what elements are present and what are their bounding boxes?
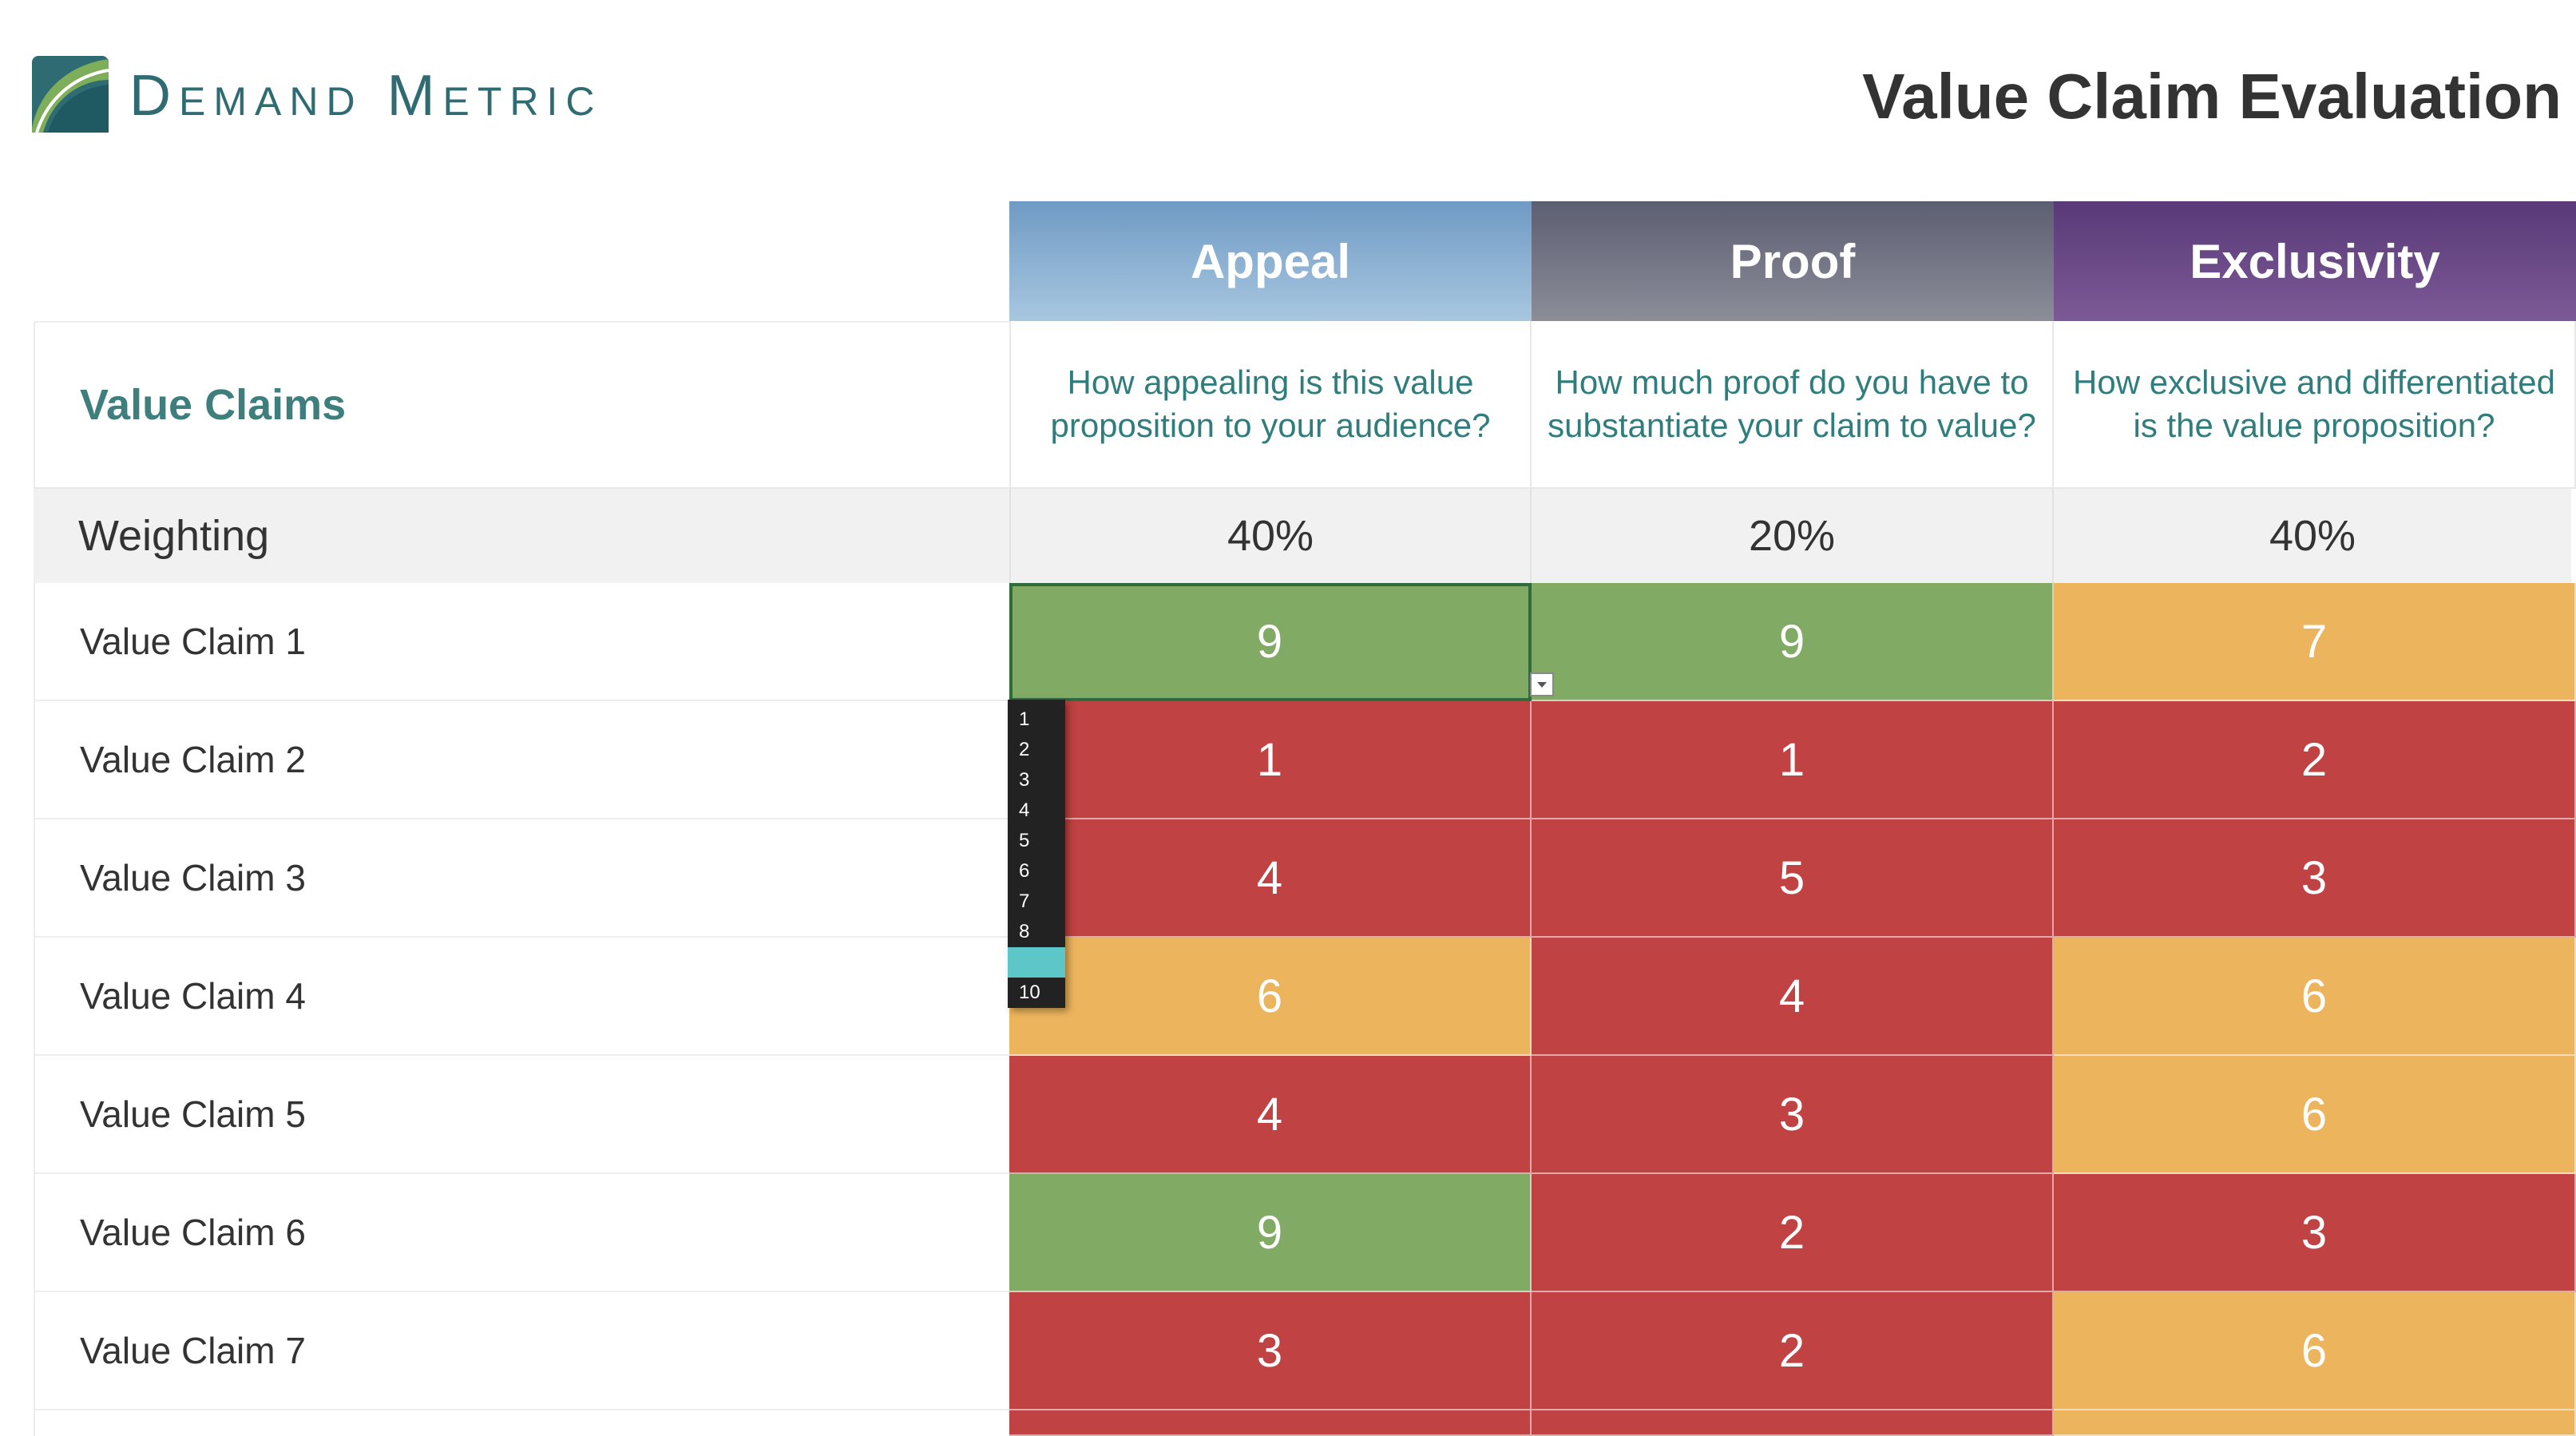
score-cell[interactable]: 3 [1532, 1056, 2054, 1174]
brand-name: Demand Metric [129, 64, 603, 128]
score-cell[interactable] [1532, 1410, 2054, 1436]
score-cell[interactable] [2054, 1410, 2576, 1436]
score-cell[interactable]: 3 [2054, 1174, 2576, 1292]
score-cell[interactable]: 6 [2054, 1292, 2576, 1410]
row-label-2: Value Claim 2 [34, 701, 1009, 819]
score-cell[interactable]: 9 [1009, 1174, 1532, 1292]
dropdown-option[interactable]: 6 [1019, 860, 1030, 882]
demand-metric-logo-icon [32, 56, 109, 133]
dropdown-option[interactable]: 3 [1019, 769, 1030, 791]
header-exclusivity: Exclusivity [2054, 201, 2576, 321]
row-label-8 [34, 1410, 1009, 1436]
dropdown-option[interactable]: 2 [1019, 739, 1030, 760]
row-label-3: Value Claim 3 [34, 819, 1009, 938]
weight-exclusivity[interactable]: 40% [2269, 512, 2356, 560]
header-appeal: Appeal [1009, 201, 1532, 321]
row-label-7: Value Claim 7 [34, 1292, 1009, 1410]
score-cell[interactable]: 4 [1532, 938, 2054, 1056]
score-cell[interactable]: 2 [2054, 701, 2576, 819]
row-label-6: Value Claim 6 [34, 1174, 1009, 1292]
score-cell[interactable]: 2 [1532, 1292, 2054, 1410]
dropdown-option[interactable]: 8 [1019, 921, 1030, 942]
page-title: Value Claim Evaluation [1862, 61, 2562, 132]
score-cell[interactable] [1009, 1410, 1532, 1436]
score-cell[interactable]: 3 [2054, 819, 2576, 938]
score-cell[interactable]: 4 [1009, 819, 1532, 938]
weighting-row [34, 489, 2571, 583]
exclusivity-question: How exclusive and differentiated is the … [2054, 321, 2576, 489]
weighting-label: Weighting [78, 512, 270, 560]
dropdown-option[interactable]: 4 [1019, 799, 1030, 821]
dropdown-toggle-button[interactable] [1530, 672, 1554, 696]
weight-proof[interactable]: 20% [1532, 489, 2054, 583]
score-cell[interactable]: 1 [1532, 701, 2054, 819]
value-claims-title: Value Claims [34, 321, 1009, 489]
weight-appeal[interactable]: 40% [1009, 489, 1532, 583]
score-cell[interactable]: 7 [2054, 583, 2576, 701]
dropdown-option-highlighted[interactable]: 9 [1008, 947, 1065, 978]
dropdown-option[interactable]: 10 [1019, 982, 1040, 1003]
row-label-1: Value Claim 1 [34, 583, 1009, 701]
score-cell[interactable]: 5 [1532, 819, 2054, 938]
score-cell[interactable]: 9 [1532, 583, 2054, 701]
header-proof: Proof [1532, 201, 2054, 321]
row-label-5: Value Claim 5 [34, 1056, 1009, 1174]
dropdown-option[interactable]: 7 [1019, 891, 1030, 912]
score-cell[interactable]: 6 [2054, 1056, 2576, 1174]
score-cell[interactable]: 1 [1009, 701, 1532, 819]
dropdown-option[interactable]: 1 [1019, 708, 1030, 730]
score-dropdown-list: 1 2 3 4 5 6 7 8 9 10 [1008, 700, 1065, 1008]
score-cell[interactable]: 6 [2054, 938, 2576, 1056]
score-cell[interactable]: 9 [1009, 583, 1532, 701]
proof-question: How much proof do you have to substantia… [1532, 321, 2054, 489]
score-cell[interactable]: 2 [1532, 1174, 2054, 1292]
appeal-question: How appealing is this value proposition … [1009, 321, 1532, 489]
score-cell[interactable]: 4 [1009, 1056, 1532, 1174]
score-cell[interactable]: 3 [1009, 1292, 1532, 1410]
dropdown-option[interactable]: 5 [1019, 830, 1030, 851]
score-cell[interactable]: 6 [1009, 938, 1532, 1056]
row-label-4: Value Claim 4 [34, 938, 1009, 1056]
chevron-down-icon [1537, 682, 1547, 688]
